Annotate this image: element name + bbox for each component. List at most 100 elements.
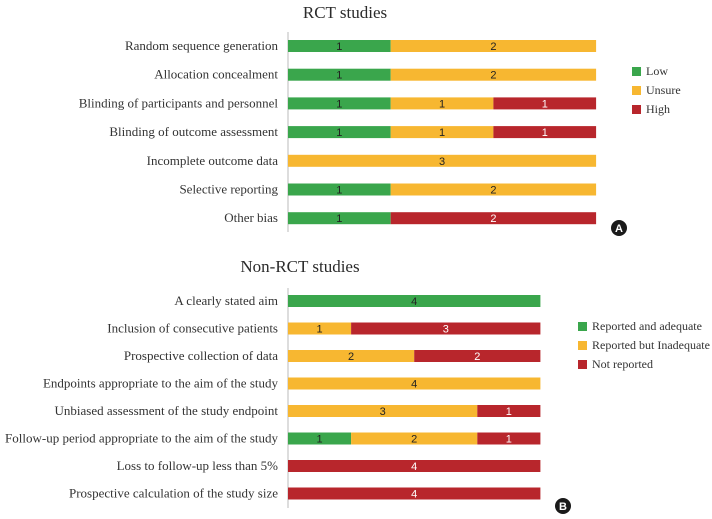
category-label: Prospective calculation of the study siz… <box>69 486 278 501</box>
legend-swatch <box>578 360 587 369</box>
panel-label-circle <box>555 498 571 514</box>
data-label: 3 <box>443 324 449 336</box>
data-label: 2 <box>474 351 480 363</box>
bar-segment <box>477 405 541 417</box>
legend-swatch <box>578 341 587 350</box>
panel-label-circle <box>611 220 627 236</box>
category-label: Unbiased assessment of the study endpoin… <box>55 403 279 418</box>
category-label: A clearly stated aim <box>174 293 278 308</box>
legend-item: High <box>632 102 670 116</box>
legend-label: High <box>646 102 670 116</box>
legend-item: Reported and adequate <box>578 319 702 333</box>
bar-segment <box>288 350 415 362</box>
category-label: Allocation concealment <box>154 67 278 82</box>
category-label: Endpoints appropriate to the aim of the … <box>43 376 279 391</box>
bar-row: Incomplete outcome data 3 <box>147 153 597 168</box>
data-label: 2 <box>411 434 417 446</box>
data-label: 1 <box>336 41 342 53</box>
bar-segment <box>493 97 597 110</box>
bar-row: Blinding of participants and personnel 1 1… <box>79 95 597 110</box>
bar-segment <box>288 126 391 139</box>
category-label: Inclusion of consecutive patients <box>107 321 278 336</box>
bar-row: Blinding of outcome assessment 1 1 1 <box>109 124 597 139</box>
bar-row: Unbiased assessment of the study endpoin… <box>55 403 541 418</box>
bar-segment <box>351 432 478 445</box>
bar-row: Allocation concealment 1 2 <box>154 67 597 82</box>
bar-segment <box>390 212 597 225</box>
legend-label: Not reported <box>592 357 653 371</box>
data-label: 3 <box>380 406 386 418</box>
category-label: Follow-up period appropriate to the aim … <box>5 431 278 446</box>
bar-segment <box>288 295 541 307</box>
bar-segment <box>288 154 597 167</box>
bar-row: Loss to follow-up less than 5% 4 <box>117 458 541 473</box>
bar-segment <box>288 212 391 225</box>
bar-segment <box>288 487 541 500</box>
bar-segment <box>390 183 597 196</box>
legend-item: Low <box>632 64 668 78</box>
data-label: 1 <box>336 127 342 139</box>
panel-label-badge: B <box>555 498 571 514</box>
category-label: Other bias <box>224 210 278 225</box>
bar-segment <box>477 432 541 445</box>
data-label: 1 <box>439 98 445 110</box>
data-label: 1 <box>336 185 342 197</box>
legend-label: Unsure <box>646 83 681 97</box>
bar-row: Prospective collection of data 2 2 <box>124 348 541 363</box>
data-label: 4 <box>411 489 417 501</box>
chart-title: RCT studies <box>303 3 387 22</box>
data-label: 1 <box>542 127 548 139</box>
legend-swatch <box>578 322 587 331</box>
data-label: 1 <box>336 98 342 110</box>
bar-row: Follow-up period appropriate to the aim … <box>5 431 541 446</box>
data-label: 2 <box>490 213 496 225</box>
bar-segment <box>288 460 541 472</box>
legend: Low Unsure High <box>632 64 681 116</box>
bar-row: A clearly stated aim 4 <box>174 293 541 308</box>
legend-swatch <box>632 67 641 76</box>
legend-item: Reported but Inadequate <box>578 338 710 352</box>
panel-b: Non-RCT studies A clearly stated aim 4 Incl… <box>5 257 710 514</box>
bar-segment <box>414 350 541 362</box>
data-label: 3 <box>439 156 445 168</box>
category-label: Incomplete outcome data <box>147 153 279 168</box>
bar-row: Selective reporting 1 2 <box>179 182 597 197</box>
legend-item: Unsure <box>632 83 681 97</box>
bar-segment <box>390 40 597 52</box>
panel-label-badge: A <box>611 220 627 236</box>
bar-row: Random sequence generation 1 2 <box>125 38 597 53</box>
category-label: Prospective collection of data <box>124 348 278 363</box>
bar-row: Inclusion of consecutive patients 1 3 <box>107 321 541 336</box>
bar-segment <box>390 97 494 110</box>
bar-segment <box>288 68 391 81</box>
legend-item: Not reported <box>578 357 653 371</box>
bar-row: Endpoints appropriate to the aim of the … <box>43 376 541 391</box>
data-label: 2 <box>490 70 496 82</box>
data-label: 1 <box>336 213 342 225</box>
panel-label-text: B <box>559 501 567 513</box>
bar-segment <box>288 97 391 110</box>
data-label: 2 <box>490 185 496 197</box>
data-label: 4 <box>411 379 417 391</box>
panel-label-text: A <box>615 223 623 235</box>
bar-segment <box>288 322 352 335</box>
bar-row: Other bias 1 2 <box>224 210 597 225</box>
data-label: 4 <box>411 461 417 473</box>
data-label: 1 <box>439 127 445 139</box>
data-label: 1 <box>506 406 512 418</box>
category-label: Blinding of participants and personnel <box>79 95 279 110</box>
category-label: Loss to follow-up less than 5% <box>117 458 279 473</box>
data-label: 1 <box>336 70 342 82</box>
data-label: 1 <box>316 434 322 446</box>
data-label: 1 <box>316 324 322 336</box>
bar-segment <box>288 183 391 196</box>
bar-segment <box>288 377 541 390</box>
category-label: Blinding of outcome assessment <box>109 124 278 139</box>
legend: Reported and adequate Reported but Inadeq… <box>578 319 710 371</box>
bar-segment <box>390 126 494 139</box>
data-label: 2 <box>490 41 496 53</box>
bar-segment <box>493 126 597 139</box>
legend-swatch <box>632 105 641 114</box>
